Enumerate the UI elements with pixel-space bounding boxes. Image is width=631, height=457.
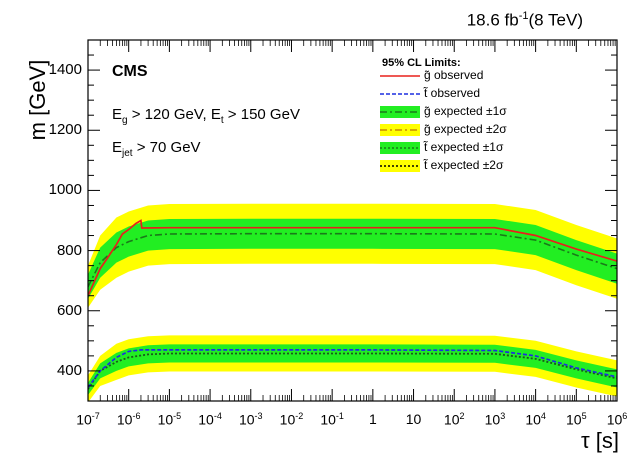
y-tick-label: 800 [56, 241, 82, 259]
energy-cut-jet: Ejet > 70 GeV [112, 139, 201, 159]
legend-entry-label: g̃ expected ±2σ [424, 122, 507, 136]
x-tick-base: 10 [606, 411, 623, 428]
x-tick-base: 10 [566, 411, 582, 428]
x-tick-base: 10 [238, 411, 255, 428]
y-tick-label: 1200 [48, 121, 82, 139]
x-tick-label: 106 [607, 411, 628, 428]
stop-band-1sigma [88, 344, 617, 395]
x-tick-base: 10 [279, 411, 296, 428]
stop-expected-line [88, 352, 617, 390]
x-tick-base: 10 [320, 411, 336, 428]
cut2-a-sub: jet [122, 148, 133, 159]
x-tick-base: 10 [484, 411, 501, 428]
x-tick-exponent: -7 [91, 411, 100, 421]
gluino-observed-line [88, 219, 617, 297]
x-tick-exponent: 3 [500, 411, 506, 421]
energy-value: (8 TeV) [528, 10, 584, 30]
x-tick-label: 10-1 [320, 411, 344, 428]
gluino-band-1sigma [88, 218, 617, 299]
x-tick-base: 10 [198, 411, 214, 428]
x-tick-label: 10-5 [158, 411, 182, 428]
x-tick-base: 10 [405, 411, 422, 427]
y-tick-label: 1400 [48, 61, 82, 79]
x-tick-label: 10-6 [117, 411, 141, 428]
cut1-a-sub: g [122, 115, 128, 126]
cut1-c: > 150 GeV [223, 106, 300, 123]
x-tick-base: 1 [368, 411, 377, 427]
legend-entry-label: t̃ expected ±1σ [424, 140, 504, 154]
lumi-value: 18.6 fb [466, 10, 519, 30]
x-tick-exponent: -5 [173, 411, 182, 421]
y-tick-label: 1000 [48, 181, 82, 199]
x-tick-base: 10 [76, 411, 92, 428]
x-tick-label: 10-3 [239, 411, 263, 428]
x-tick-exponent: 6 [622, 411, 628, 421]
x-tick-exponent: 5 [581, 411, 587, 421]
x-tick-label: 10-2 [280, 411, 304, 428]
legend-entry-label: t̃ observed [424, 86, 481, 100]
legend-entry-label: g̃ observed [424, 68, 484, 82]
x-tick-label: 105 [566, 411, 587, 428]
x-tick-base: 10 [157, 411, 174, 428]
x-tick-base: 10 [443, 411, 460, 428]
x-tick-exponent: -1 [335, 411, 344, 421]
x-tick-exponent: -4 [213, 411, 222, 421]
legend-entry-label: g̃ expected ±1σ [424, 104, 507, 118]
stop-observed-line [88, 349, 617, 389]
x-tick-label: 102 [444, 411, 465, 428]
x-tick-exponent: -2 [295, 411, 304, 421]
cut2-b: > 70 GeV [132, 139, 201, 156]
cut1-a: E [112, 106, 123, 123]
x-tick-label: 1 [369, 411, 377, 427]
luminosity-label: 18.6 fb-1(8 TeV) [467, 10, 583, 31]
x-tick-base: 10 [525, 411, 541, 428]
x-tick-label: 10-7 [76, 411, 100, 428]
x-tick-exponent: -3 [254, 411, 263, 421]
lumi-exponent: -1 [518, 10, 529, 22]
legend-title: 95% CL Limits: [382, 57, 461, 69]
x-tick-label: 10-4 [198, 411, 222, 428]
x-axis-label: τ [s] [580, 428, 619, 453]
x-tick-exponent: 2 [459, 411, 465, 421]
x-tick-label: 104 [525, 411, 546, 428]
x-tick-base: 10 [116, 411, 133, 428]
y-tick-label: 600 [56, 301, 82, 319]
legend-entry-label: t̃ expected ±2σ [424, 158, 504, 172]
y-tick-label: 400 [56, 361, 82, 379]
x-tick-exponent: 4 [540, 411, 546, 421]
x-tick-label: 103 [485, 411, 506, 428]
x-tick-exponent: -6 [132, 411, 141, 421]
cut1-b: > 120 GeV, E [127, 106, 221, 123]
cms-label: CMS [112, 63, 148, 80]
x-tick-label: 10 [406, 411, 422, 427]
cut1-b-sub: t [220, 115, 224, 126]
energy-cut-photon-tau: Eg > 120 GeV, Et > 150 GeV [112, 106, 300, 126]
cut2-a: E [112, 139, 123, 156]
